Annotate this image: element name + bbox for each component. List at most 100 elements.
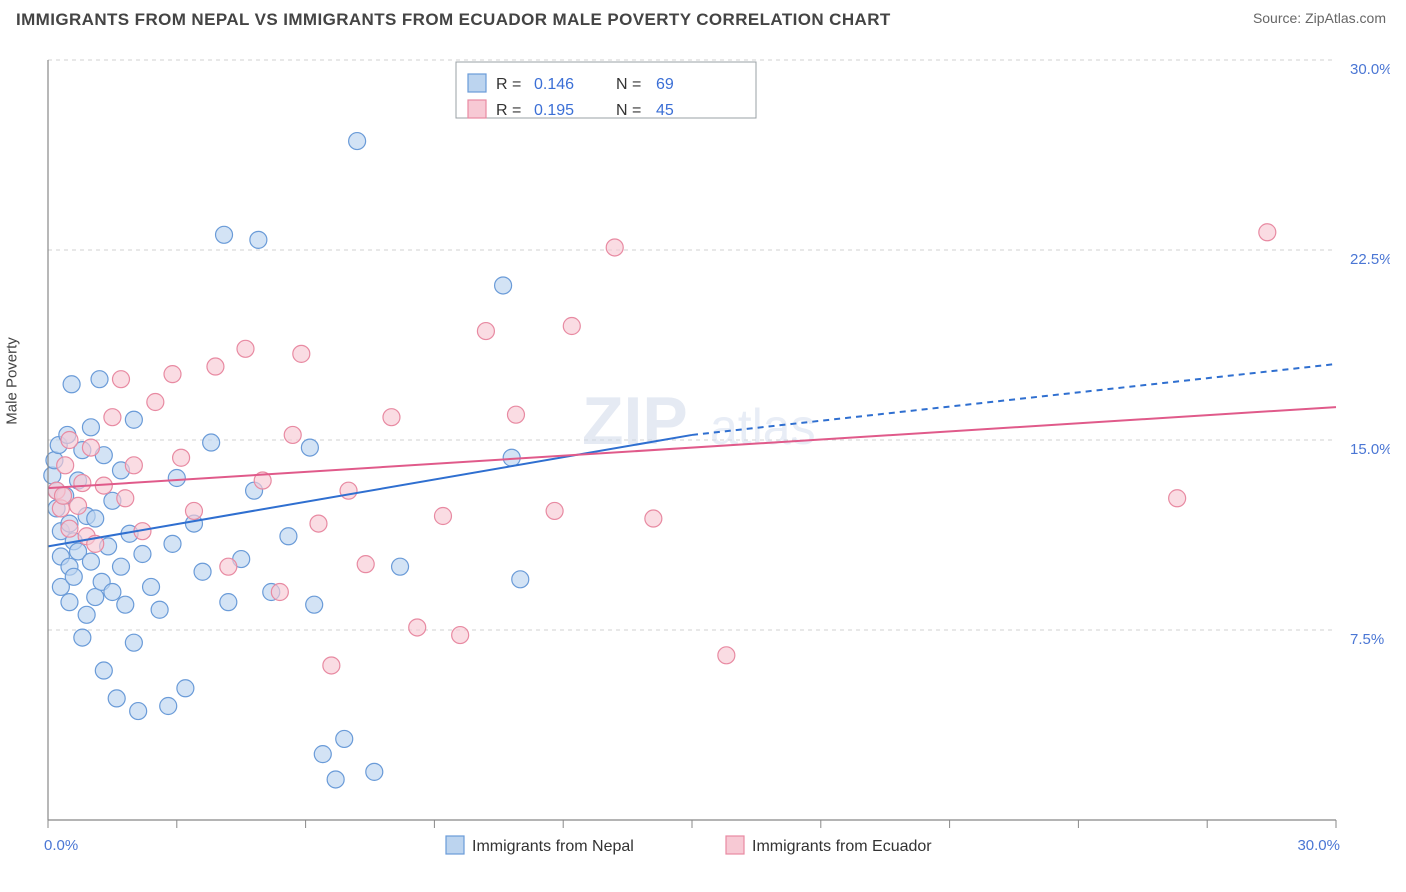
trend-line [48, 435, 692, 546]
data-point [237, 340, 254, 357]
y-tick-label: 30.0% [1350, 61, 1390, 78]
data-point [147, 394, 164, 411]
data-point [512, 571, 529, 588]
data-point [349, 133, 366, 150]
data-point [70, 497, 87, 514]
legend-n-label: N = [616, 102, 641, 119]
y-tick-label: 15.0% [1350, 441, 1390, 458]
data-point [173, 449, 190, 466]
data-point [452, 627, 469, 644]
data-point [1259, 224, 1276, 241]
data-point [65, 568, 82, 585]
data-point [160, 698, 177, 715]
y-tick-label: 7.5% [1350, 631, 1384, 648]
source-label: Source: [1253, 10, 1305, 26]
data-point [546, 502, 563, 519]
data-point [507, 406, 524, 423]
data-point [220, 594, 237, 611]
data-point [306, 596, 323, 613]
data-point [61, 520, 78, 537]
data-point [78, 606, 95, 623]
data-point [104, 409, 121, 426]
legend-r-label: R = [496, 76, 521, 93]
x-tick-label: 30.0% [1297, 837, 1340, 854]
data-point [392, 558, 409, 575]
data-point [434, 508, 451, 525]
data-point [151, 601, 168, 618]
trend-line [48, 407, 1336, 488]
data-point [203, 434, 220, 451]
data-point [134, 546, 151, 563]
data-point [495, 277, 512, 294]
data-point [125, 411, 142, 428]
data-point [477, 323, 494, 340]
data-point [383, 409, 400, 426]
data-point [177, 680, 194, 697]
data-point [645, 510, 662, 527]
data-point [164, 366, 181, 383]
legend-n-value: 45 [656, 102, 674, 119]
legend-n-label: N = [616, 76, 641, 93]
data-point [718, 647, 735, 664]
data-point [125, 634, 142, 651]
data-point [168, 470, 185, 487]
correlation-scatter-chart: 7.5%15.0%22.5%30.0%ZIPatlas0.0%30.0%R =0… [16, 40, 1390, 880]
legend-series-label: Immigrants from Nepal [472, 838, 634, 855]
chart-title: IMMIGRANTS FROM NEPAL VS IMMIGRANTS FROM… [16, 10, 891, 30]
data-point [207, 358, 224, 375]
data-point [271, 584, 288, 601]
legend-r-value: 0.146 [534, 76, 574, 93]
data-point [61, 432, 78, 449]
data-point [164, 535, 181, 552]
data-point [216, 226, 233, 243]
data-point [606, 239, 623, 256]
data-point [293, 345, 310, 362]
data-point [327, 771, 344, 788]
data-point [357, 556, 374, 573]
data-point [340, 482, 357, 499]
data-point [82, 439, 99, 456]
data-point [108, 690, 125, 707]
data-point [82, 553, 99, 570]
data-point [1169, 490, 1186, 507]
legend-n-value: 69 [656, 76, 674, 93]
source-value: ZipAtlas.com [1305, 10, 1386, 26]
data-point [87, 510, 104, 527]
legend-r-value: 0.195 [534, 102, 574, 119]
data-point [91, 371, 108, 388]
legend-swatch [726, 836, 744, 854]
data-point [409, 619, 426, 636]
data-point [250, 231, 267, 248]
data-point [280, 528, 297, 545]
legend-series-label: Immigrants from Ecuador [752, 838, 932, 855]
data-point [125, 457, 142, 474]
data-point [74, 475, 91, 492]
data-point [95, 662, 112, 679]
data-point [104, 584, 121, 601]
watermark: ZIP [582, 383, 688, 459]
data-point [284, 426, 301, 443]
data-point [130, 703, 147, 720]
data-point [82, 419, 99, 436]
data-point [314, 746, 331, 763]
data-point [87, 589, 104, 606]
data-point [57, 457, 74, 474]
legend-swatch [446, 836, 464, 854]
x-tick-label: 0.0% [44, 837, 78, 854]
data-point [301, 439, 318, 456]
data-point [143, 578, 160, 595]
data-point [323, 657, 340, 674]
data-point [117, 596, 134, 613]
data-point [117, 490, 134, 507]
data-point [310, 515, 327, 532]
data-point [112, 558, 129, 575]
legend-swatch [468, 74, 486, 92]
data-point [220, 558, 237, 575]
data-point [185, 502, 202, 519]
data-point [366, 763, 383, 780]
y-axis-label: Male Poverty [4, 337, 21, 425]
data-point [74, 629, 91, 646]
data-point [112, 371, 129, 388]
data-point [55, 487, 72, 504]
source-attribution: Source: ZipAtlas.com [1253, 10, 1386, 26]
